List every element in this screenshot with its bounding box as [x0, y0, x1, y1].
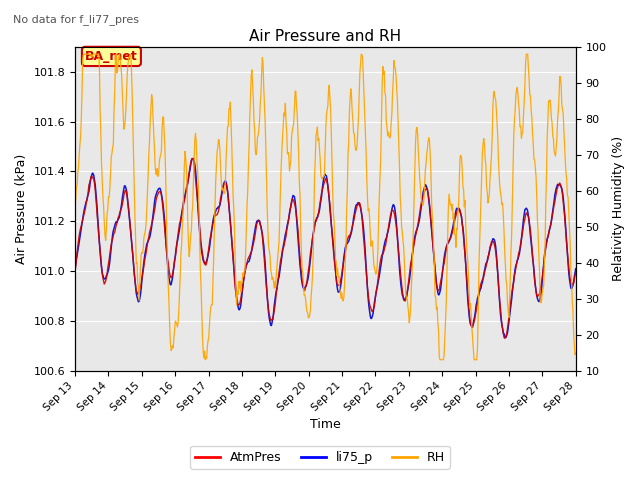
Title: Air Pressure and RH: Air Pressure and RH: [250, 29, 401, 44]
Text: No data for f_li77_pres: No data for f_li77_pres: [13, 14, 139, 25]
X-axis label: Time: Time: [310, 419, 340, 432]
Text: BA_met: BA_met: [85, 50, 138, 63]
Legend: AtmPres, li75_p, RH: AtmPres, li75_p, RH: [190, 446, 450, 469]
Y-axis label: Relativity Humidity (%): Relativity Humidity (%): [612, 136, 625, 281]
Y-axis label: Air Pressure (kPa): Air Pressure (kPa): [15, 154, 28, 264]
